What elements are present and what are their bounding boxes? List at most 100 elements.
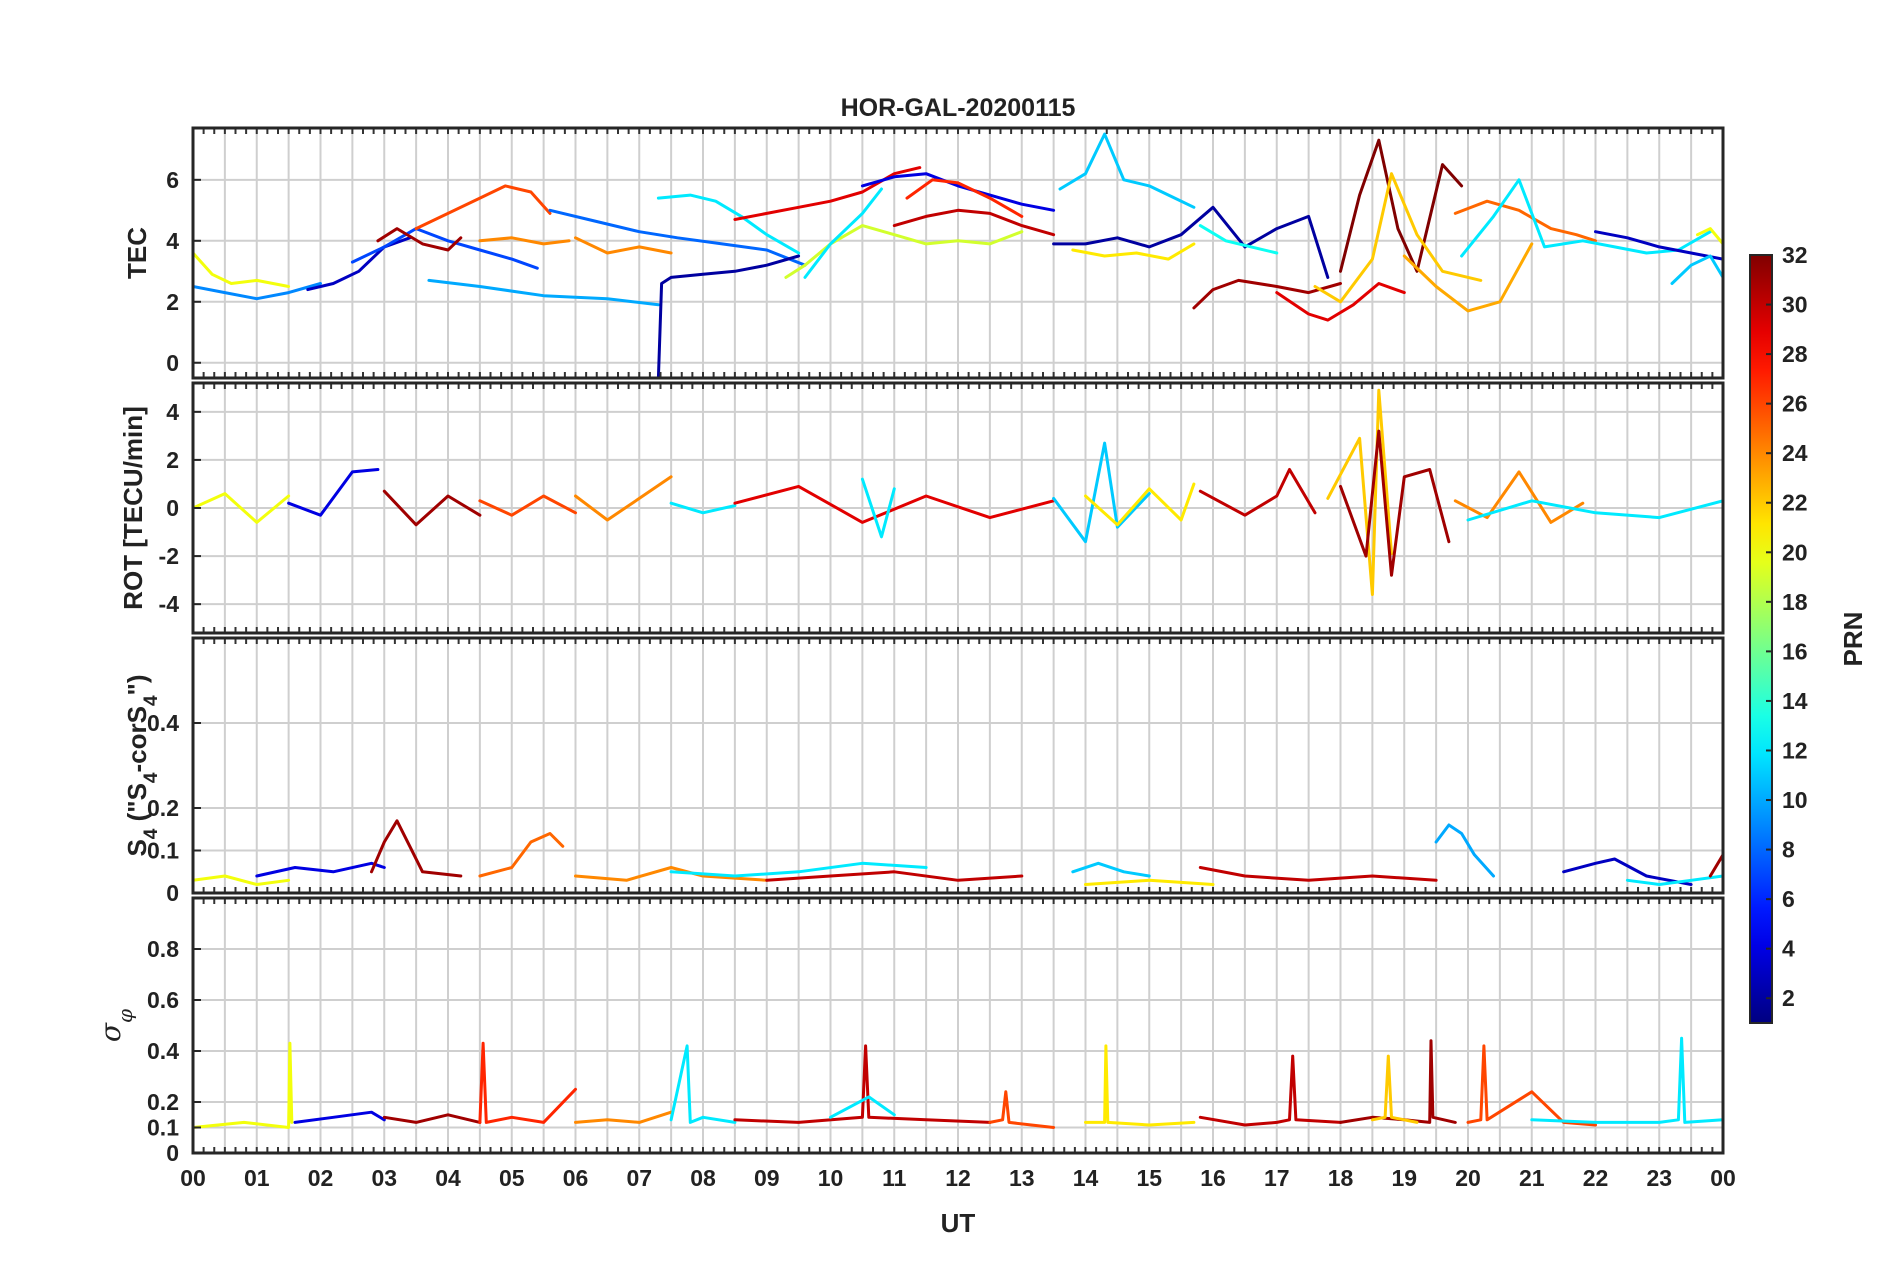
- colorbar-tick-label: 4: [1782, 936, 1795, 962]
- tec-series-line: [1192, 278, 1342, 310]
- rot-series-line: [1052, 441, 1151, 544]
- colorbar-tick-label: 10: [1782, 787, 1808, 813]
- tec-series-line: [350, 227, 539, 270]
- sigma-axes-frame: [191, 896, 1725, 1155]
- s4-series-line: [1562, 857, 1693, 886]
- x-tick-label: 18: [1328, 1165, 1354, 1191]
- tec-series-line: [1275, 282, 1406, 322]
- sigma-series-line: [1339, 1039, 1457, 1124]
- tec-series-line: [784, 224, 1024, 279]
- s4-series-line: [669, 861, 928, 878]
- tec-series-group: [193, 132, 1723, 378]
- x-tick-label: 17: [1264, 1165, 1290, 1191]
- colorbar-label: PRN: [1838, 612, 1868, 667]
- x-tick-label: 10: [818, 1165, 844, 1191]
- tec-series-line: [905, 178, 1024, 218]
- s4-series-line: [765, 870, 1024, 882]
- tec-series-line: [1313, 172, 1483, 304]
- s4-series-line: [1625, 874, 1723, 886]
- tec-ytick-label: 4: [166, 228, 179, 254]
- tec-series-line: [1052, 205, 1330, 279]
- s4-series-line: [478, 832, 565, 878]
- panel-sigma: 00.10.2 0.4 0.6 0.8 σφ: [94, 896, 1725, 1166]
- tec-series-line: [1670, 254, 1723, 285]
- rot-ytick-label: -2: [159, 543, 179, 569]
- rot-series-line: [860, 477, 896, 539]
- x-tick-label: 05: [499, 1165, 525, 1191]
- x-tick-label: 14: [1073, 1165, 1099, 1191]
- tec-series-line: [656, 193, 801, 255]
- x-tick-label: 02: [308, 1165, 334, 1191]
- s4-ylabel: S4 ("S4-corS4"): [122, 674, 162, 856]
- x-tick-label: 15: [1136, 1165, 1162, 1191]
- x-tick-labels: 00 01 02 03 04 05 06 07 08 09 10 11 12 13 14 15 16 17 18 19…: [180, 1165, 1736, 1191]
- colorbar-tick-label: 32: [1782, 242, 1808, 268]
- sigma-series-line: [1198, 1054, 1342, 1127]
- sigma-series-line: [733, 1044, 992, 1124]
- rot-series-line: [193, 492, 291, 524]
- sigma-series-line: [293, 1110, 386, 1124]
- tec-series-line: [860, 172, 1056, 212]
- tec-series-line: [1460, 178, 1712, 258]
- rot-series-line: [669, 501, 737, 515]
- tec-ytick-label: 6: [166, 167, 179, 193]
- rot-series-line: [1339, 429, 1451, 577]
- x-tick-label: 01: [244, 1165, 270, 1191]
- s4-series-line: [574, 866, 769, 882]
- s4-series-group: [193, 819, 1723, 886]
- s4-ytick-label: 0: [166, 880, 179, 906]
- x-tick-label: 09: [754, 1165, 780, 1191]
- sigma-series-line: [478, 1041, 577, 1124]
- x-tick-label: 00: [1710, 1165, 1736, 1191]
- rot-ytick-label: 4: [166, 399, 179, 425]
- x-tick-label: 19: [1391, 1165, 1417, 1191]
- rot-series-group: [193, 388, 1723, 596]
- colorbar-tick-label: 26: [1782, 391, 1808, 417]
- rot-series-line: [478, 494, 577, 517]
- tec-ytick-label: 2: [166, 289, 179, 315]
- sigma-ytick-label: 0.1: [147, 1115, 179, 1141]
- rot-series-line: [287, 468, 380, 517]
- rot-series-line: [1198, 468, 1317, 517]
- x-tick-label: 03: [371, 1165, 397, 1191]
- sigma-ytick-label: 0.4: [147, 1038, 179, 1064]
- rot-ylabel: ROT [TECU/min]: [118, 406, 148, 610]
- sigma-ylabel: σφ: [94, 1009, 137, 1042]
- colorbar-tick-label: 18: [1782, 589, 1808, 615]
- s4-series-line: [1198, 866, 1438, 882]
- x-axis-label: UT: [941, 1208, 976, 1238]
- rot-series-line: [1466, 499, 1723, 522]
- tec-series-line: [1339, 138, 1464, 273]
- s4-axes-frame: [191, 636, 1725, 895]
- tec-series-line: [306, 236, 412, 292]
- tec-series-line: [414, 184, 552, 231]
- rot-ytick-label: 0: [166, 495, 179, 521]
- colorbar-tick-label: 2: [1782, 985, 1795, 1011]
- tec-ylabel: TEC: [122, 227, 152, 279]
- tec-series-line: [427, 278, 660, 307]
- panel-tec: 0 2 4 6 TEC: [122, 126, 1725, 380]
- tec-series-line: [1594, 230, 1723, 261]
- tec-series-line: [1198, 224, 1279, 255]
- s4-ytick-label: 0.2: [147, 795, 179, 821]
- s4-series-line: [370, 819, 463, 878]
- tec-series-line: [1402, 242, 1534, 313]
- tec-ytick-label: 0: [166, 350, 179, 376]
- tec-series-line: [574, 236, 673, 255]
- panel-rot: -4 -2 0 2 4 ROT [TECU/min]: [118, 381, 1725, 635]
- rot-series-line: [1084, 482, 1196, 527]
- tec-series-line: [478, 236, 571, 246]
- x-tick-label: 22: [1583, 1165, 1609, 1191]
- sigma-ytick-label: 0: [166, 1140, 179, 1166]
- x-tick-label: 08: [690, 1165, 716, 1191]
- tec-series-line: [656, 254, 801, 378]
- sigma-series-line: [382, 1113, 482, 1124]
- x-tick-label: 11: [882, 1165, 907, 1191]
- x-tick-label: 06: [563, 1165, 589, 1191]
- x-tick-label: 16: [1200, 1165, 1226, 1191]
- colorbar-tick-label: 28: [1782, 341, 1808, 367]
